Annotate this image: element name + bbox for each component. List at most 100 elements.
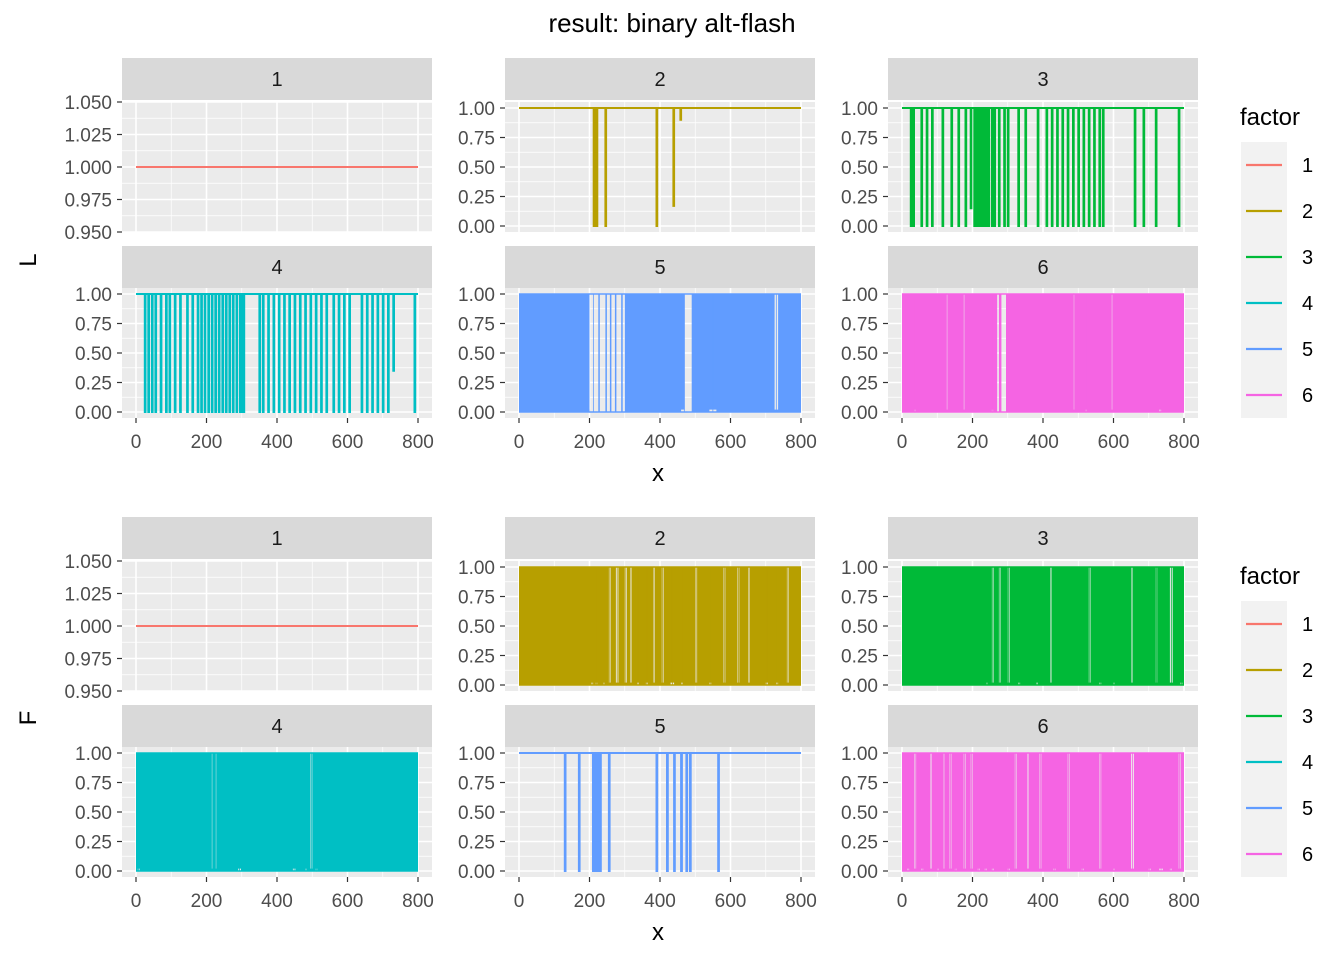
x-tick-label: 400 xyxy=(1027,432,1059,453)
facet-strip-label: 6 xyxy=(1037,716,1048,738)
series-line xyxy=(519,752,801,872)
x-tick-label: 200 xyxy=(957,891,989,912)
facet-strip-label: 5 xyxy=(654,716,665,738)
x-tick-label: 800 xyxy=(402,891,434,912)
panel-6: 6 0.00 0.25 0.50 0.75 1.00 0 200 400 600 800 xyxy=(841,705,1200,912)
y-tick-label: 0.950 xyxy=(64,223,112,244)
panel-2: 2 0.00 0.25 0.50 0.75 1.00 xyxy=(458,517,815,697)
legend: factor 1 2 3 4 5 6 xyxy=(1240,563,1313,877)
x-tick-label: 800 xyxy=(785,432,817,453)
y-tick-label: 0.00 xyxy=(841,403,878,424)
facet-strip-label: 5 xyxy=(654,257,665,279)
x-tick-label: 400 xyxy=(644,432,676,453)
y-axis-label: L xyxy=(15,253,42,266)
facet-strip xyxy=(122,705,432,747)
y-tick-label: 0.75 xyxy=(458,774,495,795)
y-tick-label: 0.75 xyxy=(841,315,878,336)
x-tick-label: 600 xyxy=(332,891,364,912)
facet-strip xyxy=(888,58,1198,100)
panel-2: 2 0.00 0.25 0.50 0.75 1.00 xyxy=(458,58,815,238)
series-dense-block xyxy=(598,294,600,412)
x-axis-label: x xyxy=(652,460,664,487)
series-dense-block xyxy=(691,294,801,412)
panel-3: 3 0.00 0.25 0.50 0.75 1.00 xyxy=(841,517,1198,697)
y-tick-label: 0.25 xyxy=(841,647,878,668)
legend-label-4: 4 xyxy=(1302,293,1313,315)
series-dense-block xyxy=(519,567,801,685)
y-tick-label: 1.00 xyxy=(841,744,878,765)
legend-label-2: 2 xyxy=(1302,201,1313,223)
x-tick-label: 600 xyxy=(1098,432,1130,453)
x-tick-label: 200 xyxy=(191,432,223,453)
legend-key-background xyxy=(1241,601,1287,877)
y-tick-label: 0.75 xyxy=(458,588,495,609)
panel-5: 5 0.00 0.25 0.50 0.75 1.00 0 200 400 600 800 xyxy=(458,705,817,912)
y-tick-label: 0.75 xyxy=(75,774,112,795)
y-tick-label: 0.25 xyxy=(458,833,495,854)
y-tick-label: 1.050 xyxy=(64,93,112,114)
series-line xyxy=(902,107,1184,227)
top-facet-group: 10.9500.9751.0001.0251.05020.000.250.500… xyxy=(15,58,1313,487)
series-line xyxy=(519,107,801,227)
y-tick-label: 1.000 xyxy=(64,158,112,179)
y-tick-label: 0.50 xyxy=(841,158,878,179)
x-tick-label: 200 xyxy=(574,891,606,912)
y-tick-label: 0.00 xyxy=(75,862,112,883)
legend-label-2: 2 xyxy=(1302,660,1313,682)
x-tick-label: 600 xyxy=(332,432,364,453)
facet-strip-label: 3 xyxy=(1037,69,1048,91)
y-tick-label: 0.25 xyxy=(75,374,112,395)
facet-strip-label: 4 xyxy=(271,257,282,279)
y-tick-label: 0.00 xyxy=(75,403,112,424)
legend-label-6: 6 xyxy=(1302,844,1313,866)
y-tick-label: 0.25 xyxy=(841,188,878,209)
y-tick-label: 0.975 xyxy=(64,191,112,212)
y-tick-label: 1.00 xyxy=(458,99,495,120)
y-tick-label: 0.75 xyxy=(75,315,112,336)
legend-label-1: 1 xyxy=(1302,614,1313,636)
y-tick-label: 0.00 xyxy=(458,403,495,424)
legend-key-background xyxy=(1241,142,1287,418)
x-tick-label: 800 xyxy=(1168,432,1200,453)
y-tick-label: 0.75 xyxy=(458,129,495,150)
y-tick-label: 1.00 xyxy=(458,744,495,765)
facet-strip-label: 4 xyxy=(271,716,282,738)
series-4 xyxy=(136,752,418,872)
series-dense-block xyxy=(605,294,607,412)
y-tick-label: 0.975 xyxy=(64,650,112,671)
series-6 xyxy=(902,752,1184,872)
legend-label-1: 1 xyxy=(1302,155,1313,177)
facet-strip xyxy=(505,517,815,559)
facet-strip xyxy=(505,58,815,100)
y-tick-label: 0.50 xyxy=(841,803,878,824)
x-tick-label: 200 xyxy=(957,432,989,453)
facet-strip-label: 1 xyxy=(271,69,282,91)
facet-strip-label: 2 xyxy=(654,528,665,550)
panel-6: 6 0.00 0.25 0.50 0.75 1.00 0 200 400 600 800 xyxy=(841,246,1200,453)
panel-5: 5 0.00 0.25 0.50 0.75 1.00 0 200 400 600 800 xyxy=(458,246,817,453)
facet-strip xyxy=(888,246,1198,288)
y-tick-label: 0.50 xyxy=(458,617,495,638)
series-2 xyxy=(519,566,801,686)
series-line xyxy=(136,293,418,413)
facet-strip xyxy=(888,517,1198,559)
series-2 xyxy=(519,107,801,227)
legend-label-4: 4 xyxy=(1302,752,1313,774)
series-dense-block xyxy=(998,294,1002,412)
x-tick-label: 0 xyxy=(131,432,142,453)
series-dense-block xyxy=(614,294,617,412)
series-6 xyxy=(902,293,1184,413)
y-tick-label: 0.50 xyxy=(458,344,495,365)
y-tick-label: 0.25 xyxy=(458,188,495,209)
y-tick-label: 0.25 xyxy=(841,374,878,395)
facet-strip xyxy=(122,246,432,288)
y-tick-label: 1.050 xyxy=(64,552,112,573)
series-4 xyxy=(136,293,418,413)
x-tick-label: 0 xyxy=(131,891,142,912)
y-tick-label: 1.00 xyxy=(75,744,112,765)
legend-label-3: 3 xyxy=(1302,247,1313,269)
y-tick-label: 0.00 xyxy=(841,676,878,697)
series-dense-block xyxy=(1006,294,1184,412)
x-tick-label: 0 xyxy=(897,432,908,453)
